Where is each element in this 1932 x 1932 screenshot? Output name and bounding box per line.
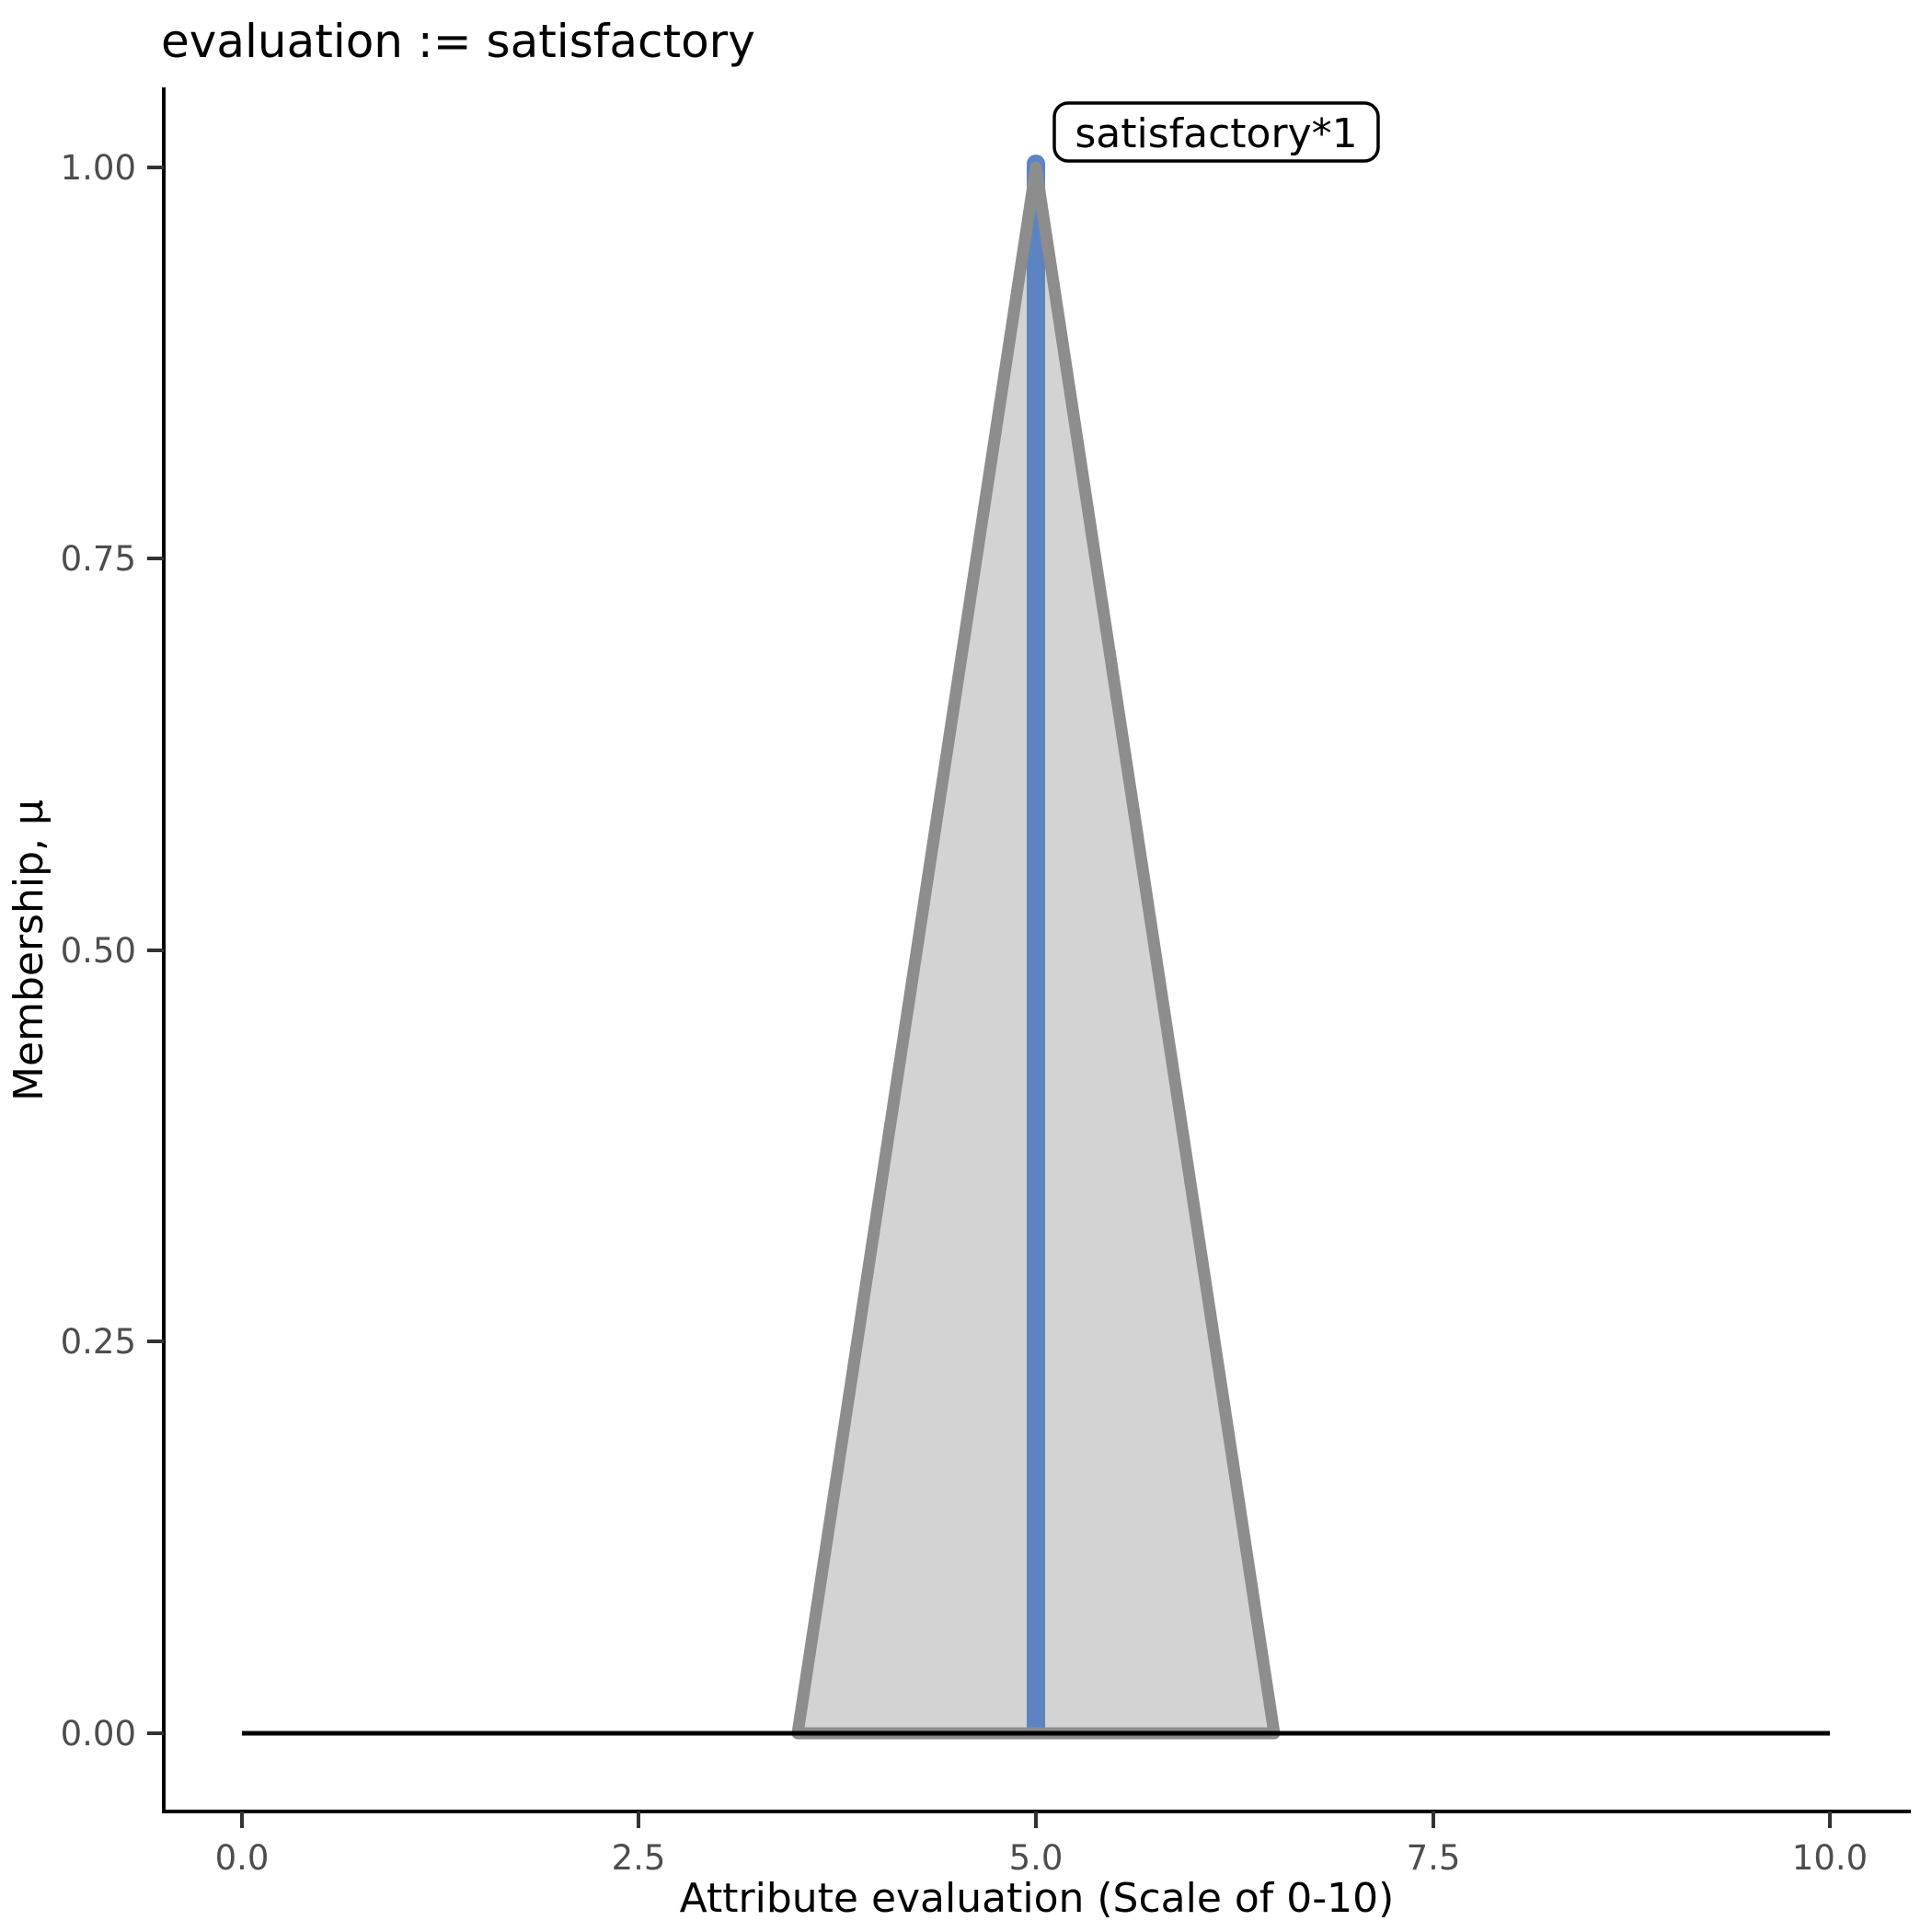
- x-tick-label-5.0: 5.0: [1009, 1838, 1064, 1878]
- y-tick-label-1.00: 1.00: [61, 148, 136, 188]
- plot-title: evaluation := satisfactory: [161, 15, 755, 68]
- y-tick-label-0.25: 0.25: [61, 1322, 136, 1362]
- x-tick-label-2.5: 2.5: [612, 1838, 666, 1878]
- x-tick-label-10.0: 10.0: [1792, 1838, 1868, 1878]
- y-axis-title: Membership, μ: [6, 799, 52, 1101]
- y-tick-label-0.50: 0.50: [61, 931, 136, 971]
- y-tick-label-0.75: 0.75: [61, 539, 136, 579]
- y-tick-labels: 1.00 0.75 0.50 0.25 0.00: [61, 148, 136, 1754]
- x-axis-title: Attribute evaluation (Scale of 0-10): [680, 1875, 1395, 1922]
- annotation-label: satisfactory*1: [1075, 110, 1357, 157]
- x-tick-label-0.0: 0.0: [215, 1838, 270, 1878]
- annotation-box-border: [1052, 101, 1380, 163]
- y-tick-label-0.00: 0.00: [61, 1714, 136, 1754]
- x-tick-labels: 0.0 2.5 5.0 7.5 10.0: [215, 1838, 1869, 1878]
- annotation-box: satisfactory*1: [1052, 101, 1380, 163]
- y-tick-marks: [147, 166, 164, 1735]
- x-tick-label-7.5: 7.5: [1407, 1838, 1461, 1878]
- x-tick-marks: [240, 1811, 1832, 1828]
